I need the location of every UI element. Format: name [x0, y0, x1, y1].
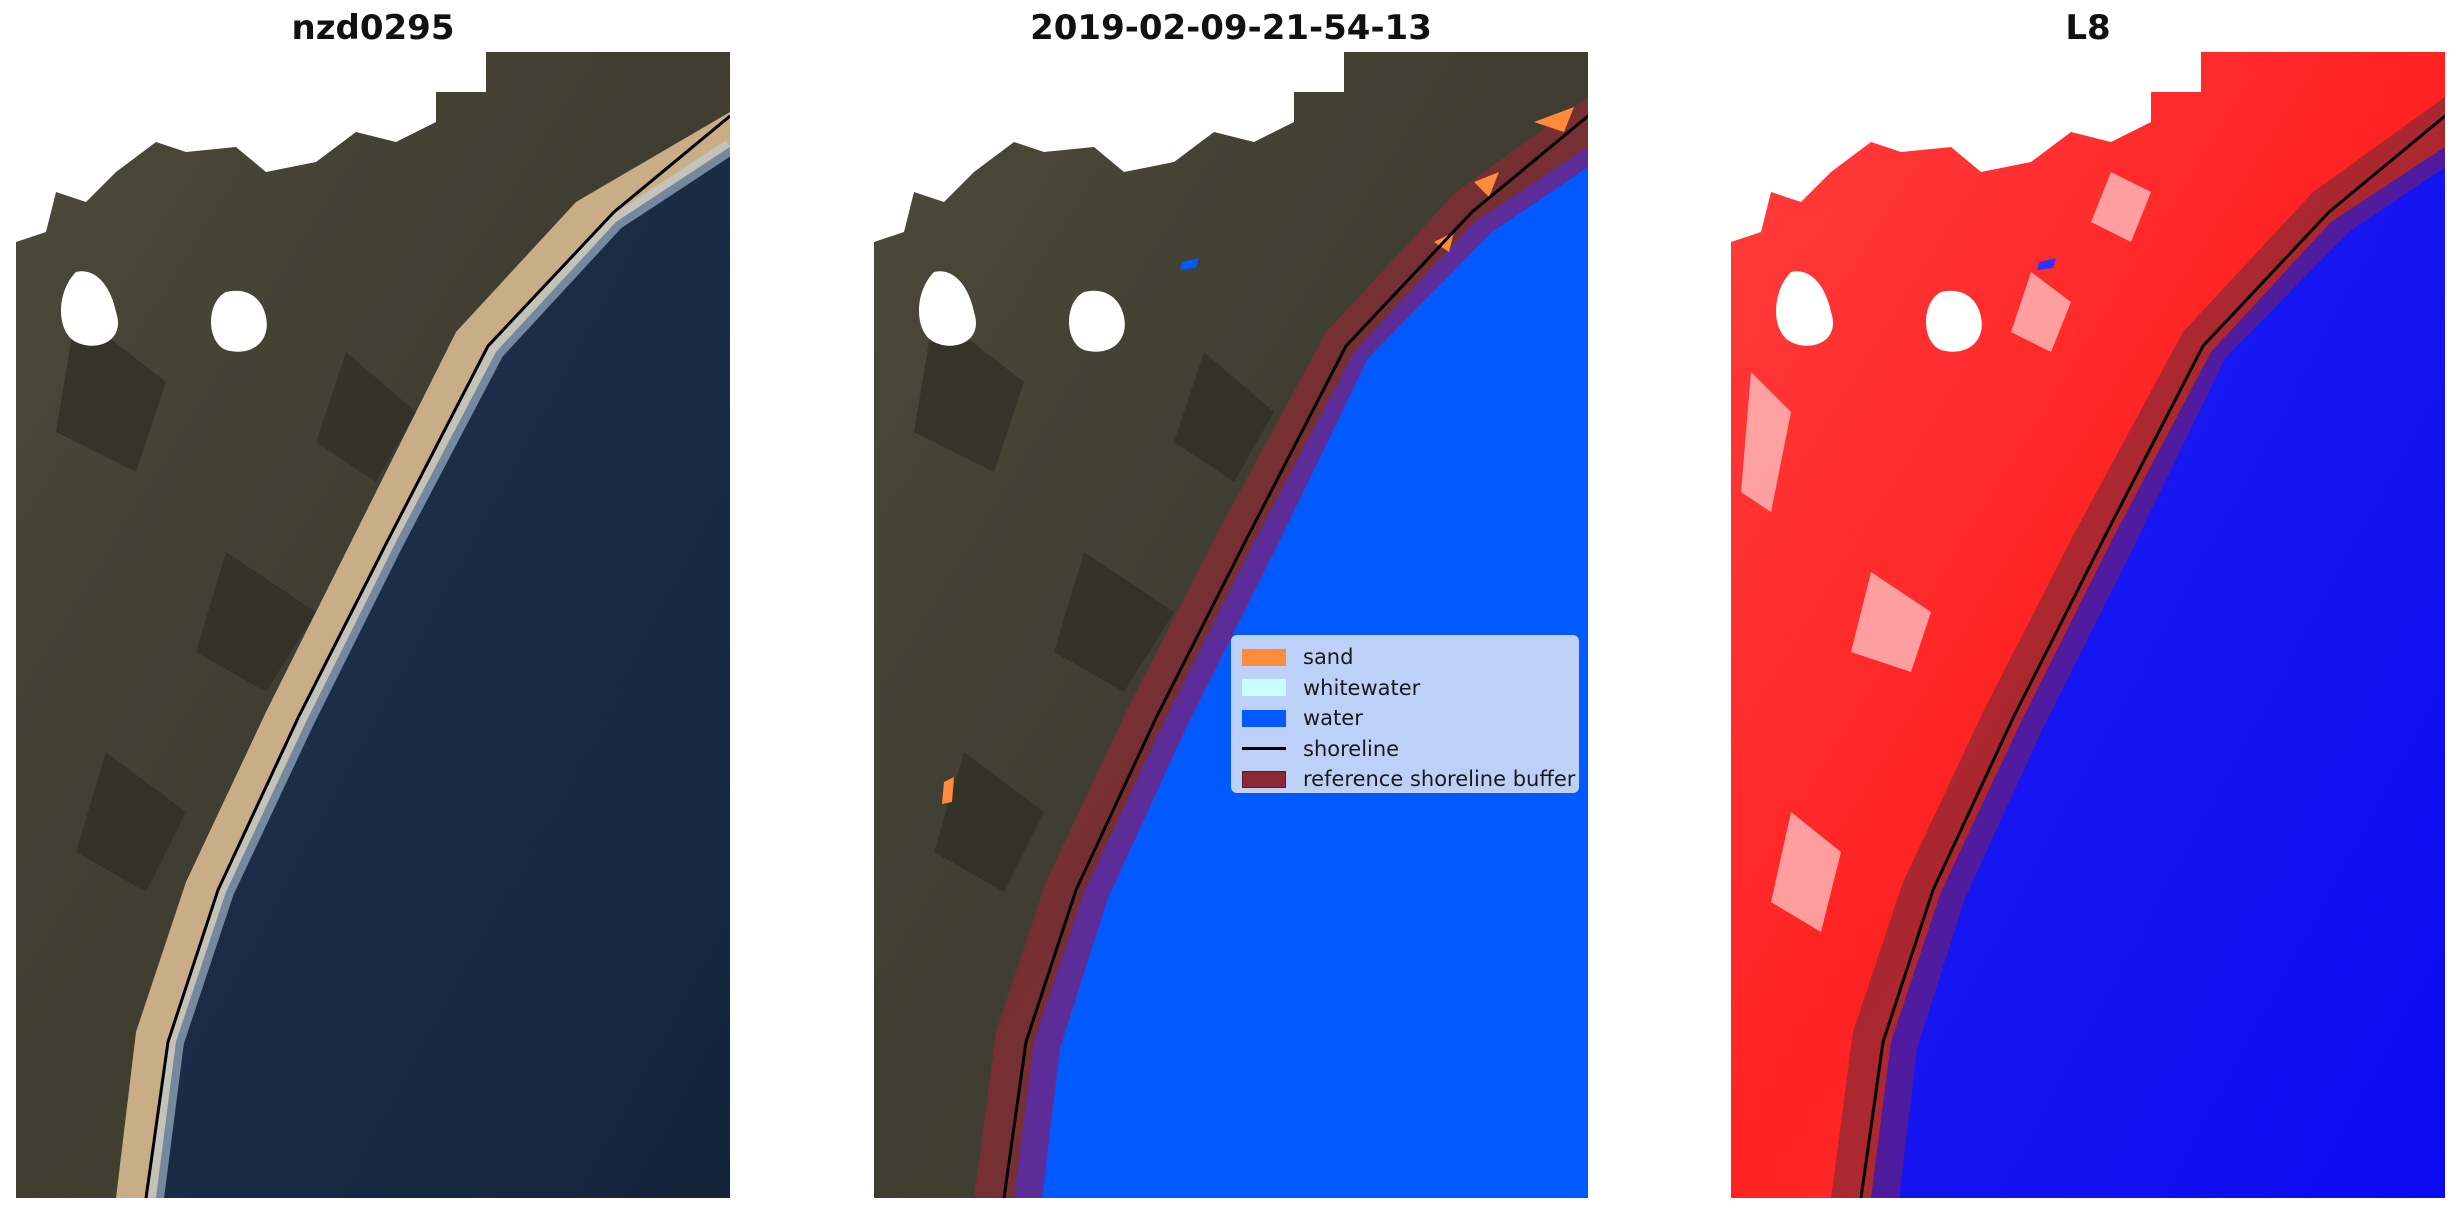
legend-swatch-shoreline — [1242, 747, 1286, 751]
panel-title-classification: 2019-02-09-21-54-13 — [1030, 8, 1432, 48]
water-class-pond — [1180, 258, 1199, 270]
legend-swatch-buffer — [1242, 770, 1286, 788]
cloud-mask-blob — [1926, 290, 1982, 352]
water-index-area — [1871, 147, 2445, 1198]
legend-label-shoreline: shoreline — [1303, 736, 1400, 761]
ocean — [156, 147, 730, 1198]
classification-map — [874, 52, 1588, 1198]
land-index-highlights — [1741, 172, 2151, 932]
land-texture — [914, 312, 1274, 892]
land-texture — [56, 312, 416, 892]
cloud-mask-blob — [211, 290, 267, 352]
legend-label-water: water — [1303, 706, 1363, 731]
legend-swatch-whitewater — [1242, 679, 1286, 697]
cloud-mask-blob — [1069, 290, 1125, 352]
legend-item-buffer: reference shoreline buffer — [1242, 764, 1575, 795]
cloud-mask — [874, 52, 1344, 346]
cloud-mask — [1731, 52, 2201, 346]
legend-item-shoreline: shoreline — [1242, 734, 1568, 765]
legend-item-water: water — [1242, 703, 1568, 734]
surf-zone — [148, 140, 730, 1198]
water-index-pond — [2037, 258, 2056, 270]
legend-label-buffer: reference shoreline buffer — [1303, 767, 1576, 792]
cloud-mask — [16, 52, 486, 346]
shoreline-line — [144, 114, 730, 1198]
legend-swatch-water — [1242, 709, 1286, 727]
legend: sand whitewater water shoreline referenc… — [1231, 635, 1579, 793]
legend-label-whitewater: whitewater — [1303, 675, 1421, 700]
legend-swatch-sand — [1242, 648, 1286, 666]
legend-item-whitewater: whitewater — [1242, 673, 1568, 704]
shoreline-line — [1859, 114, 2445, 1198]
legend-label-sand: sand — [1303, 645, 1354, 670]
legend-item-sand: sand — [1242, 642, 1568, 673]
index-image — [1731, 52, 2445, 1198]
panel-title-index: L8 — [2065, 8, 2111, 48]
shoreline-line — [1002, 114, 1588, 1198]
rgb-satellite-image — [16, 52, 730, 1198]
panel-title-rgb: nzd0295 — [291, 8, 455, 48]
